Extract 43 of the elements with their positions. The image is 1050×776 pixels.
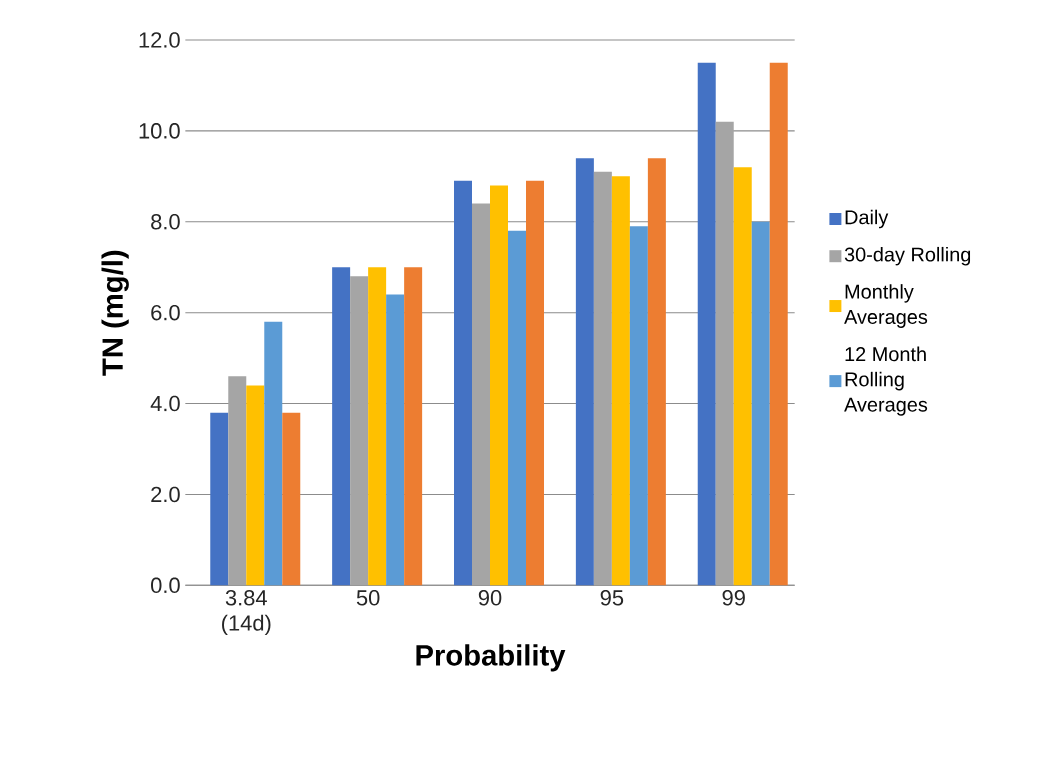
y-tick-label: 2.0 [151,486,180,503]
bar [769,62,788,586]
bar [629,226,648,586]
bar [733,167,752,586]
x-tick-label: 99 [722,590,745,606]
x-axis-title: Probability [416,644,566,672]
legend-label: 12 Month Rolling Averages [844,346,928,416]
y-tick-label: 6.0 [151,304,180,321]
y-tick-label: 4.0 [150,395,180,412]
bar [210,412,229,586]
bar [386,294,405,586]
y-tick-label: 10.0 [139,123,180,139]
bar [508,230,527,586]
bar [454,180,472,586]
x-tick-label: 50 [356,590,380,606]
legend-label: Daily [845,209,889,229]
bar [715,121,734,586]
bar [575,158,594,586]
y-tick-label: 0.0 [151,577,180,594]
bar [751,221,770,586]
bar [490,185,509,586]
bar [526,180,545,586]
legend-label: Monthly Averages [844,284,928,328]
y-tick-label: 8.0 [151,214,180,230]
y-axis-title: TN (mg/l) [101,250,129,376]
bar [472,203,490,586]
bar [332,267,351,586]
bar [611,176,630,586]
x-tick-label: 95 [600,590,624,606]
bar [697,62,716,586]
y-tick-label: 12.0 [139,32,180,48]
bar [593,171,612,586]
bar [246,385,265,586]
bar [368,267,387,586]
bar [404,267,423,586]
bar [350,276,369,586]
bar [282,412,301,586]
bar [647,158,666,586]
legend-label: 30-day Rolling [844,246,971,266]
x-tick-label: 90 [478,590,502,606]
bar [264,321,283,586]
x-tick-label: 3.84 (14d) [222,590,271,636]
bar [228,376,247,586]
